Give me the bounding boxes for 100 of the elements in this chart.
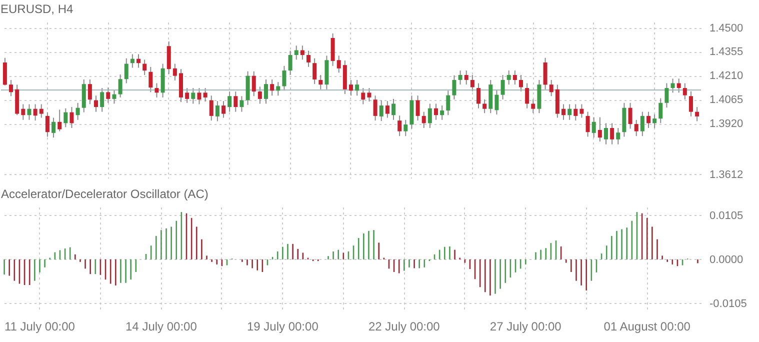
x-tick-label: 11 July 00:00 (4, 320, 76, 334)
x-tick-label: 19 July 00:00 (246, 320, 319, 334)
candlestick (574, 104, 578, 122)
candlestick (361, 88, 366, 105)
candlestick (592, 116, 596, 138)
candlestick (39, 104, 44, 118)
candlestick (676, 78, 681, 94)
candlestick (416, 95, 420, 122)
candlestick (270, 78, 274, 96)
candlestick (688, 90, 693, 117)
candlestick (312, 58, 317, 85)
candlestick (525, 82, 530, 109)
x-tick-label: 14 July 00:00 (126, 320, 198, 334)
candlestick (258, 86, 262, 104)
candlestick (185, 88, 190, 104)
x-tick-label: 01 August 00:00 (604, 320, 691, 334)
candlestick (500, 74, 505, 100)
candlestick (282, 65, 286, 92)
candlestick (531, 98, 536, 114)
candlestick (580, 104, 584, 118)
candlestick (9, 79, 14, 97)
candlestick (616, 127, 620, 145)
candlestick (470, 74, 474, 92)
candlestick (373, 95, 378, 122)
candlestick (349, 79, 353, 96)
candlestick (148, 66, 153, 93)
candlestick (100, 88, 104, 112)
candlestick (21, 104, 26, 120)
candlestick (658, 98, 663, 124)
candlestick (58, 109, 62, 132)
candlestick (252, 70, 256, 97)
candlestick (64, 108, 68, 128)
candlestick (476, 82, 480, 109)
candlestick (664, 82, 669, 108)
candlestick (367, 88, 372, 102)
candlestick (561, 104, 566, 120)
candlestick (228, 91, 232, 112)
candlestick (598, 116, 602, 142)
candlestick (682, 82, 687, 100)
candlestick (458, 70, 462, 86)
candlestick (70, 106, 74, 128)
y-tick-label: 1.4500 (710, 22, 744, 34)
y-tick-label: 1.4355 (710, 46, 744, 58)
candlestick (240, 96, 244, 112)
y-tick-label: 1.4065 (710, 94, 744, 106)
candlestick (549, 79, 554, 97)
candlestick (203, 88, 208, 102)
candlestick (76, 102, 80, 120)
y-tick-label: 1.3920 (710, 118, 744, 130)
candlestick (652, 114, 657, 128)
candlestick (464, 70, 468, 86)
candlestick (288, 50, 292, 76)
candlestick (215, 100, 220, 122)
candlestick (222, 100, 226, 118)
candlestick (494, 90, 499, 115)
candlestick (88, 78, 92, 105)
candlestick (264, 78, 268, 104)
candlestick (422, 111, 426, 128)
candlestick (355, 79, 360, 96)
candlestick (197, 88, 202, 105)
candlestick (379, 100, 384, 122)
y-tick-label: 0.0000 (710, 254, 744, 266)
candlestick (2, 57, 7, 86)
candlestick (294, 45, 298, 60)
candlestick (398, 115, 402, 137)
candlestick (306, 50, 310, 68)
candlestick (434, 103, 438, 120)
candlestick (336, 55, 341, 74)
candlestick (543, 57, 548, 90)
candlestick (506, 70, 511, 86)
candlestick (112, 90, 116, 104)
candlestick (586, 111, 590, 138)
candlestick (154, 82, 159, 98)
candlestick (136, 54, 141, 68)
candlestick (118, 74, 122, 98)
candlestick (634, 119, 638, 137)
candlestick (130, 54, 134, 68)
candlestick (440, 105, 444, 120)
candlestick (106, 87, 110, 104)
candlestick (191, 88, 196, 104)
x-tick-label: 27 July 00:00 (490, 320, 562, 334)
candlestick (27, 104, 32, 120)
candlestick (695, 106, 700, 122)
candlestick (234, 91, 238, 112)
candlestick (392, 98, 396, 120)
candlestick (45, 112, 50, 138)
candlestick (428, 103, 432, 128)
y-tick-label: 1.4210 (710, 70, 744, 82)
candlestick (166, 40, 171, 74)
candlestick (33, 104, 38, 122)
candlestick (385, 100, 390, 118)
candlestick (330, 32, 335, 66)
candlestick (446, 90, 450, 116)
candlestick (452, 74, 456, 100)
candlestick (646, 111, 650, 128)
chart-title: Accelerator/Decelerator Oscillator (AC) (1, 187, 208, 201)
chart-title: EURUSD, H4 (0, 2, 74, 16)
y-tick-label: 0.0105 (710, 210, 744, 222)
candlestick (209, 95, 214, 122)
candlestick (568, 104, 572, 120)
